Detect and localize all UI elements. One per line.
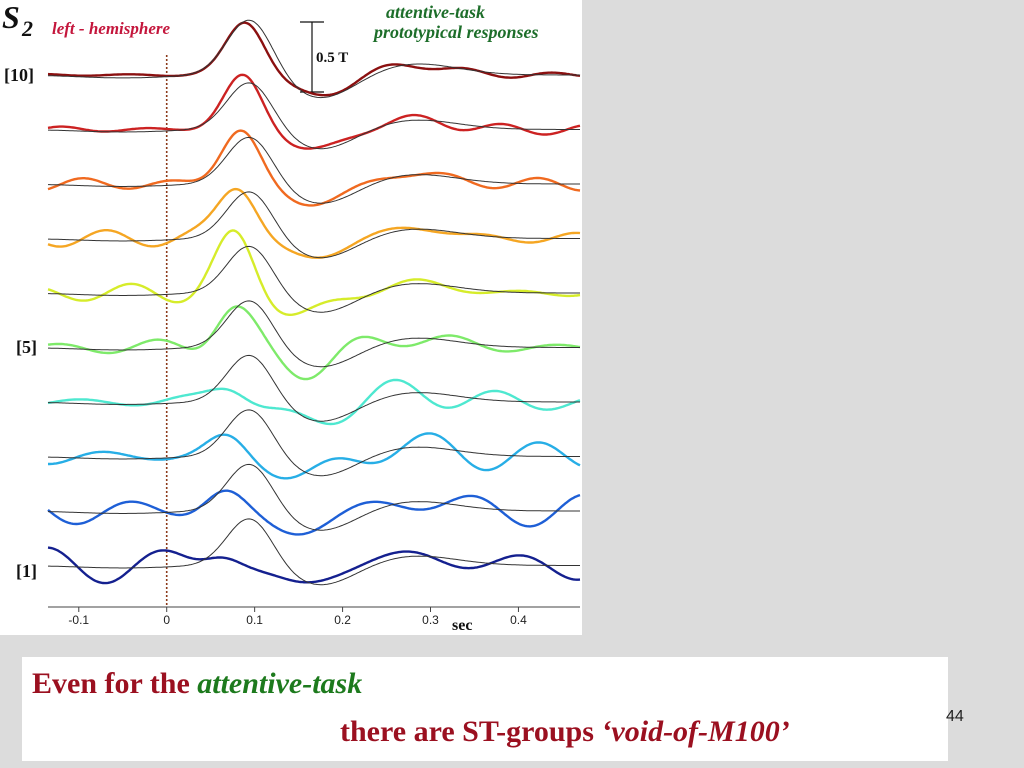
- caption-line-2-prefix: there are ST-groups: [340, 715, 594, 748]
- caption-line-2: there are ST-groups ‘void-of-M100’: [340, 715, 790, 749]
- response-trace-row-1: [47, 546, 581, 585]
- prototype-trace-row-4: [48, 354, 580, 422]
- prototype-trace-row-8: [48, 136, 580, 204]
- prototype-trace-row-7: [48, 191, 580, 259]
- prototype-trace-row-5: [48, 300, 580, 368]
- scale-bar: 0.5 T: [300, 21, 348, 93]
- response-trace-row-5: [47, 305, 581, 381]
- legend-title-line2: prototypical responses: [372, 22, 539, 42]
- x-tick-label: 0: [163, 613, 170, 627]
- prototype-trace-row-6: [48, 245, 580, 313]
- x-tick-label: 0.2: [334, 613, 351, 627]
- trace-group: [47, 19, 581, 586]
- response-trace-row-6: [47, 229, 581, 316]
- caption-line-1-emphasis: attentive-task: [197, 667, 363, 700]
- meg-response-figure: S 2 left - hemisphere attentive-task pro…: [2, 0, 581, 634]
- figure-title-subscript: 2: [21, 16, 33, 41]
- caption-line-1: Even for the attentive-task: [32, 667, 362, 701]
- slide-number: 44: [946, 708, 964, 725]
- response-trace-row-8: [47, 129, 581, 207]
- x-axis: -0.1 0 0.1 0.2 0.3 0.4 sec: [48, 606, 580, 634]
- caption-line-1-prefix: Even for the: [32, 667, 190, 700]
- prototype-trace-row-10: [48, 19, 580, 99]
- prototype-trace-row-3: [48, 409, 580, 477]
- caption-box: Even for the attentive-task there are ST…: [22, 657, 948, 761]
- response-trace-row-9: [47, 73, 581, 150]
- row-label-1: [1]: [16, 561, 37, 581]
- figure-title: S: [2, 0, 20, 35]
- row-label-10: [10]: [4, 65, 34, 85]
- response-trace-row-4: [47, 378, 581, 426]
- x-tick-label: 0.3: [422, 613, 439, 627]
- response-trace-row-2: [47, 489, 581, 536]
- hemisphere-label: left - hemisphere: [52, 19, 170, 38]
- response-trace-row-10: [47, 21, 581, 97]
- legend-title-line1: attentive-task: [386, 2, 485, 22]
- prototype-trace-row-1: [48, 518, 580, 586]
- x-tick-label: -0.1: [68, 613, 89, 627]
- prototype-trace-row-2: [48, 463, 580, 531]
- response-trace-row-7: [47, 187, 581, 259]
- scale-bar-label: 0.5 T: [316, 50, 348, 66]
- response-trace-row-3: [48, 432, 581, 480]
- caption-line-2-emphasis: ‘void-of-M100’: [601, 715, 790, 748]
- row-label-5: [5]: [16, 337, 37, 357]
- x-tick-label: 0.1: [246, 613, 263, 627]
- prototype-trace-row-9: [48, 82, 580, 150]
- x-axis-label: sec: [452, 617, 472, 634]
- figure-panel: S 2 left - hemisphere attentive-task pro…: [0, 0, 582, 635]
- x-tick-label: 0.4: [510, 613, 527, 627]
